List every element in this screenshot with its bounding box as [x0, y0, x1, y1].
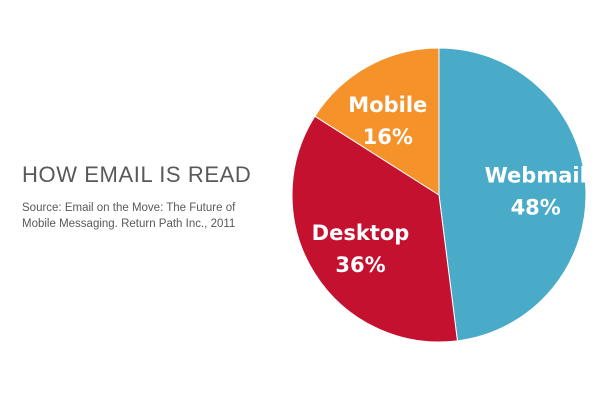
- slice-label-mobile: Mobile: [348, 93, 427, 117]
- chart-title: HOW EMAIL IS READ: [22, 162, 252, 187]
- slice-label-webmail: Webmail: [485, 164, 587, 188]
- pie-slice-desktop: [291, 115, 458, 343]
- slice-label-desktop: Desktop: [312, 221, 410, 245]
- pie-labels: Webmail 48% Desktop 36% Mobile 16%: [312, 93, 587, 277]
- slice-value-desktop: 36%: [335, 253, 385, 277]
- pie-slices: [291, 47, 587, 343]
- slice-value-mobile: 16%: [363, 125, 413, 149]
- slice-value-webmail: 48%: [511, 196, 561, 220]
- pie-slice-mobile: [314, 47, 440, 196]
- pie-slice-webmail: [438, 47, 587, 342]
- source-citation: Source: Email on the Move: The Future of…: [22, 202, 236, 230]
